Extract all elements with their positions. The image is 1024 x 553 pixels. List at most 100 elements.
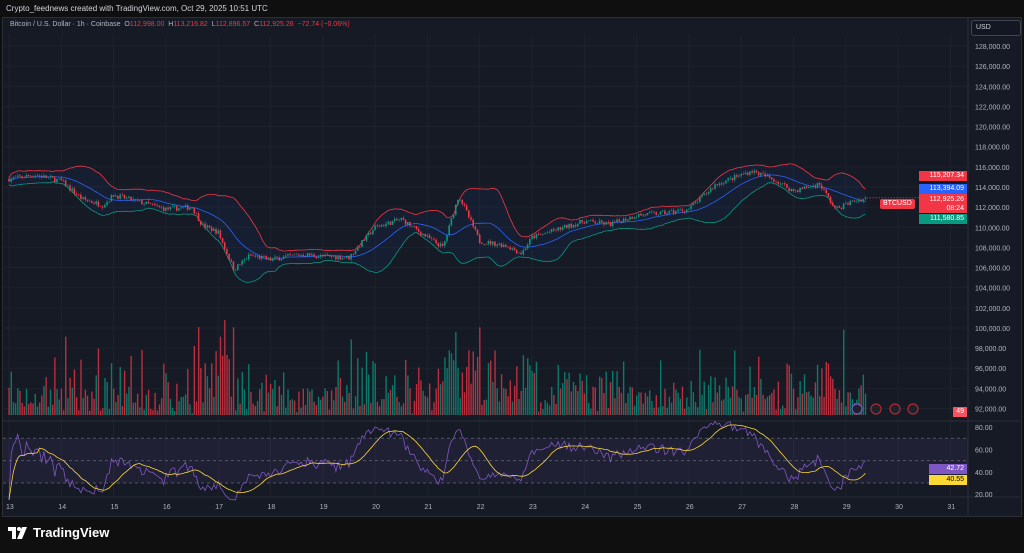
volume-bar xyxy=(668,396,671,415)
volume-bar xyxy=(293,400,296,415)
candle-body xyxy=(189,207,191,210)
candle-body xyxy=(683,211,686,212)
candle-body xyxy=(239,264,241,265)
volume-bar xyxy=(697,407,699,415)
candle-body xyxy=(243,259,246,261)
volume-bar xyxy=(315,405,318,415)
price-tick-label: 96,000.00 xyxy=(975,366,1006,373)
volume-bar xyxy=(58,399,60,415)
volume-bar xyxy=(418,367,420,415)
volume-bar xyxy=(19,390,21,415)
volume-bar xyxy=(426,397,429,415)
volume-bar xyxy=(566,379,568,415)
candle-body xyxy=(598,220,601,224)
candle-body xyxy=(23,177,26,179)
volume-bar xyxy=(764,399,766,415)
volume-bar xyxy=(437,368,440,415)
candle-body xyxy=(762,172,764,174)
volume-bar xyxy=(731,386,734,415)
candle-body xyxy=(64,180,67,187)
candle-body xyxy=(328,255,331,257)
candle-body xyxy=(424,233,427,237)
candle-body xyxy=(88,200,91,202)
candle-body xyxy=(267,257,270,259)
volume-bar xyxy=(245,409,248,415)
candle-body xyxy=(430,238,433,239)
volume-bar xyxy=(352,408,355,415)
us-flag-event-icon[interactable] xyxy=(870,403,882,415)
candle-body xyxy=(736,175,738,177)
candle-body xyxy=(75,193,78,195)
volume-bar xyxy=(753,387,756,415)
volume-bar xyxy=(73,369,76,415)
currency-button[interactable]: USD xyxy=(971,20,1021,36)
volume-bar xyxy=(485,399,488,415)
volume-bar xyxy=(598,376,601,415)
candle-body xyxy=(744,172,747,175)
volume-bar xyxy=(673,382,675,415)
candle-body xyxy=(705,193,708,194)
volume-bar xyxy=(47,406,50,415)
volume-bar xyxy=(692,392,695,415)
candle-body xyxy=(47,177,50,178)
volume-bar xyxy=(522,355,525,415)
volume-bar xyxy=(389,389,392,415)
us-flag-event-icon[interactable] xyxy=(889,403,901,415)
volume-bar xyxy=(742,411,745,415)
volume-bar xyxy=(786,363,788,415)
volume-bar xyxy=(662,405,664,415)
candle-body xyxy=(91,201,93,203)
candle-body xyxy=(223,242,226,250)
candle-body xyxy=(186,205,189,210)
symbol-name[interactable]: Bitcoin / U.S. Dollar · 1h · Coinbase xyxy=(10,21,121,28)
bollinger-upper xyxy=(8,163,866,252)
candle-body xyxy=(415,226,418,230)
volume-bar xyxy=(254,405,257,415)
candle-body xyxy=(38,175,41,177)
tradingview-logo[interactable]: TradingView xyxy=(8,525,109,540)
candle-body xyxy=(807,187,810,188)
candle-body xyxy=(29,175,32,177)
volume-bar xyxy=(500,374,503,415)
volume-bar xyxy=(799,380,801,415)
candle-body xyxy=(250,254,252,256)
candle-body xyxy=(801,187,804,189)
candle-body xyxy=(581,220,583,223)
candle-body xyxy=(760,172,762,176)
volume-bar xyxy=(289,400,291,415)
volume-bar xyxy=(93,398,95,415)
volume-bar xyxy=(409,388,411,415)
candle-body xyxy=(280,259,283,261)
candle-body xyxy=(799,187,801,192)
volume-bar xyxy=(21,402,23,415)
volume-bar xyxy=(357,358,359,415)
volume-bar xyxy=(343,401,346,415)
time-tick-label: 28 xyxy=(791,504,799,511)
time-tick-label: 13 xyxy=(6,504,14,511)
volume-bar xyxy=(476,356,479,415)
volume-bar xyxy=(45,377,47,415)
volume-bar xyxy=(17,388,19,415)
volume-bar xyxy=(413,400,416,415)
volume-bar xyxy=(163,363,165,415)
volume-bar xyxy=(590,408,592,415)
us-flag-event-icon[interactable] xyxy=(907,403,919,415)
volume-bar xyxy=(551,386,553,415)
volume-bar xyxy=(686,397,688,415)
volume-bar xyxy=(433,402,435,415)
candle-body xyxy=(62,180,65,181)
volume-bar xyxy=(89,410,91,415)
candle-body xyxy=(193,207,196,214)
volume-bar xyxy=(622,361,625,415)
candle-body xyxy=(14,176,17,178)
candle-body xyxy=(659,211,662,215)
earnings-event-icon[interactable] xyxy=(851,403,863,415)
volume-bar xyxy=(215,351,217,415)
candle-body xyxy=(374,225,376,231)
volume-bar xyxy=(174,411,176,415)
volume-bar xyxy=(620,392,623,415)
candle-body xyxy=(422,233,424,236)
volume-bar xyxy=(324,388,326,415)
volume-bar xyxy=(629,386,631,415)
